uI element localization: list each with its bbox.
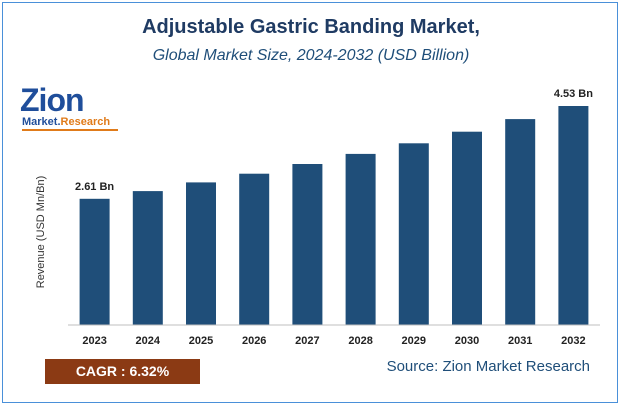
bar-2029 (398, 143, 429, 325)
data-label-2023: 2.61 Bn (75, 181, 114, 193)
logo-wordmark: Zion (20, 82, 85, 118)
cagr-badge: CAGR : 6.32% (45, 359, 200, 384)
bar-2025 (186, 182, 216, 325)
x-tick-2031: 2031 (508, 335, 532, 347)
zion-logo: Zion Market.Research (20, 84, 120, 132)
source-note: Source: Zion Market Research (386, 358, 590, 375)
x-tick-2023: 2023 (82, 335, 106, 347)
x-tick-2029: 2029 (402, 335, 426, 347)
data-label-2032: 4.53 Bn (554, 88, 593, 100)
chart-title: Adjustable Gastric Banding Market, (142, 16, 480, 38)
bar-2023 (79, 198, 110, 325)
bar-2028 (345, 153, 376, 325)
x-tick-2028: 2028 (348, 335, 372, 347)
x-tick-2032: 2032 (561, 335, 585, 347)
x-tick-2025: 2025 (189, 335, 213, 347)
logo-tagline-market: Market. (22, 116, 61, 128)
data-labels: 2.61 Bn 4.53 Bn (75, 88, 593, 193)
logo-tagline-research: Research (60, 116, 111, 128)
x-tick-2030: 2030 (455, 335, 479, 347)
bar-2030 (452, 131, 482, 325)
x-tick-labels: 2023 2024 2025 2026 2027 2028 2029 2030 2031 2032 (82, 335, 585, 347)
bar-2026 (239, 173, 270, 325)
bars-group (79, 106, 589, 325)
x-tick-2024: 2024 (136, 335, 161, 347)
bar-2032 (558, 106, 589, 325)
bar-2031 (505, 119, 536, 325)
bar-2024 (132, 191, 163, 325)
logo-tagline: Market.Research (22, 116, 110, 128)
logo-underline (22, 129, 118, 131)
bar-2027 (292, 164, 323, 325)
x-tick-2026: 2026 (242, 335, 266, 347)
x-tick-2027: 2027 (295, 335, 319, 347)
chart-subtitle: Global Market Size, 2024-2032 (USD Billi… (152, 47, 470, 64)
